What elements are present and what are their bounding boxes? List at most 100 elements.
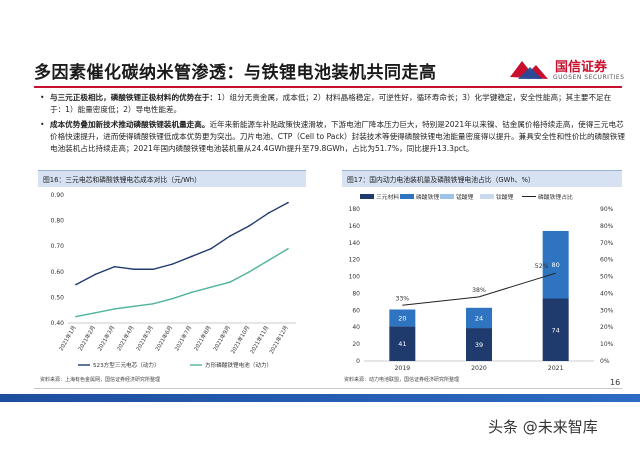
share-value-label: 33% [395, 295, 409, 302]
y-tick-label: 20 [352, 341, 360, 348]
x-tick-label: 2021 [548, 365, 564, 372]
data-point [229, 235, 231, 237]
data-point [190, 255, 193, 258]
bar-segment [466, 328, 492, 361]
y2-tick-label: 60% [600, 257, 614, 264]
data-point [210, 247, 212, 250]
legend-label: 钛酸锂 [496, 193, 514, 201]
data-point [229, 281, 231, 283]
logo-name: 国信证券 [555, 60, 608, 75]
figure-17-source: 资料来源：动力电池联盟，国信证券经济研究所整理 [344, 377, 460, 383]
data-point [171, 263, 174, 265]
legend-swatch [360, 194, 374, 199]
bar-segment [389, 326, 416, 361]
x-tick-label: 2021年8月 [192, 324, 213, 352]
y-tick-label: 0.40 [51, 320, 65, 327]
y-tick-label: 160 [349, 223, 361, 230]
data-point [267, 212, 270, 214]
x-tick-label: 2021年9月 [211, 324, 232, 352]
data-point [267, 259, 270, 262]
x-tick-label: 2021年7月 [172, 324, 193, 352]
data-point [94, 273, 97, 276]
data-point [94, 311, 97, 314]
series-line-2 [75, 248, 289, 318]
bullet-text: 1）组分无贵金属，成本低；2）材料晶格稳定，可逆性好，循环寿命长；3）化学键稳定… [50, 93, 612, 115]
x-tick-label: 2019 [394, 365, 410, 372]
legend-label: 523方型三元电芯（动力） [93, 361, 160, 369]
x-tick-label: 2021年12月 [267, 324, 290, 355]
y2-tick-label: 40% [600, 290, 614, 297]
y-tick-label: 140 [349, 240, 361, 247]
bullet-item: 与三元正极相比，磷酸铁锂正极材料的优势在于：1）组分无贵金属，成本低；2）材料晶… [40, 92, 625, 117]
x-tick-label: 2021年10月 [229, 324, 252, 355]
legend-label: 三元材料 [376, 193, 399, 201]
data-point [190, 291, 193, 294]
y-tick-label: 120 [349, 257, 361, 264]
bar-segment [466, 307, 492, 329]
y-tick-label: 60 [352, 307, 360, 314]
logo-subtitle: GUOSEN SECURITIES [553, 74, 625, 81]
bar-value-label: 20 [398, 314, 406, 322]
bar-value-label: 80 [552, 261, 560, 269]
bar-value-label: 39 [475, 341, 483, 349]
y-tick-label: 0.80 [51, 218, 65, 225]
bullet-lead: 成本优势叠加新技术推动磷酸铁锂装机量走高。 [50, 119, 210, 129]
legend-swatch [400, 194, 414, 199]
share-line [402, 272, 556, 306]
bar-value-label: 74 [552, 326, 560, 334]
figure-17-caption: 图17：国内动力电池装机量及磷酸铁锂电池占比（GWh、%） [342, 171, 622, 187]
bar-segment [542, 230, 569, 299]
data-point [210, 286, 212, 288]
bullet-item: 成本优势叠加新技术推动磷酸铁锂装机量走高。近年来新能源车补贴政策快速滑坡，下游电… [40, 119, 625, 156]
y2-tick-label: 10% [600, 341, 614, 348]
bullet-list: 与三元正极相比，磷酸铁锂正极材料的优势在于：1）组分无贵金属，成本低；2）材料晶… [40, 92, 625, 157]
title-divider [34, 86, 622, 88]
legend-label: 磷酸铁锂 [416, 193, 439, 201]
y-tick-label: 0 [356, 358, 360, 365]
guosen-logo [510, 61, 548, 79]
y2-tick-label: 90% [600, 206, 614, 213]
page-number: 16 [610, 378, 621, 387]
y2-tick-label: 0% [600, 358, 610, 365]
x-tick-label: 2021年1月 [57, 324, 78, 352]
footer-divider [34, 388, 622, 389]
bullet-lead: 与三元正极相比，磷酸铁锂正极材料的优势在于： [50, 93, 218, 102]
figure-17-panel: 图17：国内动力电池装机量及磷酸铁锂电池占比（GWh、%） 三元材料 磷酸铁锂 锰酸… [342, 170, 622, 372]
data-point [75, 283, 77, 286]
legend-swatch [440, 194, 454, 199]
y-tick-label: 0.50 [51, 294, 65, 301]
bullet-text: 近年来新能源车补贴政策快速滑坡，下游电池厂降本压力巨大，特别是2021年以来镍、… [50, 119, 625, 154]
figure-16-source: 资料来源：上海有色金属网，国信证券经济研究所整理 [40, 377, 161, 383]
page-title: 多因素催化碳纳米管渗透：与铁锂电池装机共同走高 [34, 63, 437, 83]
legend-label: 方形磷酸铁锂电池（动力） [205, 361, 272, 369]
data-point [171, 297, 174, 300]
share-value-label: 38% [472, 287, 486, 294]
y2-tick-label: 70% [600, 240, 614, 247]
x-tick-label: 2021年3月 [95, 324, 116, 352]
figure-16-caption: 图16：三元电芯和磷酸铁锂电芯成本对比（元/Wh） [38, 171, 306, 187]
bar-value-label: 24 [475, 314, 483, 322]
data-point [287, 201, 289, 204]
y2-tick-label: 50% [600, 274, 614, 281]
y2-tick-label: 80% [600, 223, 614, 230]
figure-16-panel: 图16：三元电芯和磷酸铁锂电芯成本对比（元/Wh） 0.90 0.80 0.70 0.… [38, 170, 306, 372]
watermark-text: 头条 @未来智库 [488, 418, 598, 436]
data-point [248, 224, 251, 227]
legend-label: 磷酸铁锂占比 [538, 193, 573, 201]
bar-segment [389, 309, 416, 327]
bar-value-label: 41 [398, 340, 406, 348]
legend-label: 锰酸锂 [456, 193, 474, 201]
data-point [133, 268, 135, 271]
y-tick-label: 0.70 [51, 243, 65, 250]
y-tick-label: 180 [349, 206, 361, 213]
x-tick-label: 2021年6月 [153, 324, 174, 352]
data-point [152, 268, 154, 271]
y2-tick-label: 30% [600, 307, 614, 314]
footer-band [0, 394, 640, 402]
data-point [133, 305, 135, 308]
y-tick-label: 40 [352, 324, 360, 331]
data-point [152, 303, 154, 305]
installation-bar-chart: 三元材料 磷酸铁锂 锰酸锂 钛酸锂 磷酸铁锂占比 180 160 140 120 100 80 60 4… [349, 193, 614, 372]
data-point [287, 247, 289, 250]
